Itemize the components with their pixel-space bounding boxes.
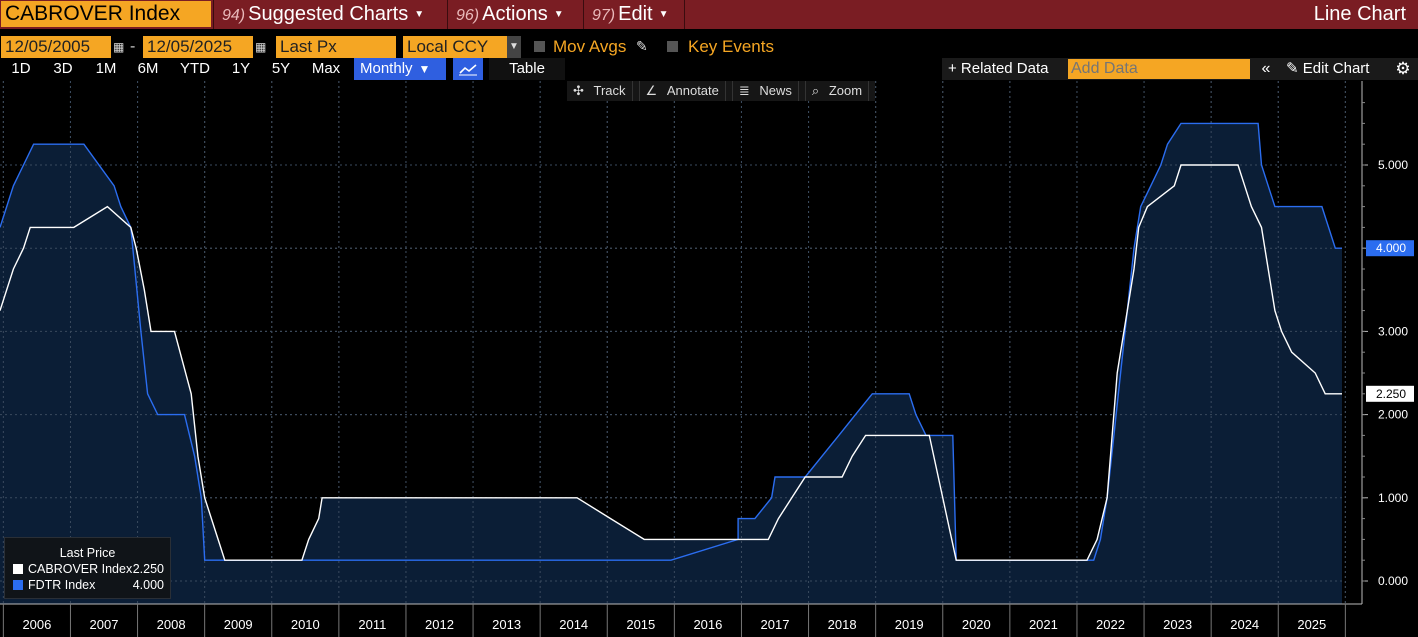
range-1y-button[interactable]: 1Y xyxy=(224,58,258,80)
related-data-button[interactable]: + Related Data xyxy=(944,58,1060,80)
gear-icon[interactable]: ⚙ xyxy=(1390,58,1416,80)
x-tick-label: 2020 xyxy=(962,617,991,632)
pencil-icon[interactable]: ✎ xyxy=(636,38,648,54)
edit-menu[interactable]: 97) Edit ▼ xyxy=(583,0,685,29)
collapse-icon[interactable]: « xyxy=(1254,58,1278,80)
line-chart[interactable]: 0.000 1.000 2.000 3.000 4.000 5.000 4.000 2.250… xyxy=(0,81,1418,637)
table-button[interactable]: Table xyxy=(489,58,565,80)
currency-selector[interactable]: Local CCY xyxy=(403,36,507,58)
y-tick-label: 5.000 xyxy=(1378,158,1408,172)
range-1m-button[interactable]: 1M xyxy=(88,58,124,80)
x-tick-label: 2012 xyxy=(425,617,454,632)
x-tick-label: 2019 xyxy=(895,617,924,632)
caret-down-icon: ▼ xyxy=(553,8,564,20)
edit-chart-button[interactable]: ✎ Edit Chart xyxy=(1282,58,1386,80)
x-tick-label: 2015 xyxy=(626,617,655,632)
mov-avgs-checkbox[interactable] xyxy=(534,41,545,52)
caret-down-icon: ▼ xyxy=(658,8,669,20)
x-tick-label: 2008 xyxy=(157,617,186,632)
legend-series-value: 2.250 xyxy=(132,562,164,576)
fdtr-series-line xyxy=(0,122,1342,561)
range-5y-button[interactable]: 5Y xyxy=(264,58,298,80)
menu-label: Edit xyxy=(618,3,653,25)
x-tick-label: 2006 xyxy=(22,617,51,632)
cabrover-last-value-tag xyxy=(1366,385,1414,402)
suggested-charts-menu[interactable]: 94) Suggested Charts ▼ xyxy=(213,0,446,29)
x-tick-label: 2009 xyxy=(224,617,253,632)
calendar-icon[interactable]: ▦ xyxy=(113,40,125,54)
x-tick-label: 2007 xyxy=(90,617,119,632)
range-ytd-button[interactable]: YTD xyxy=(172,58,218,80)
x-tick-label: 2017 xyxy=(761,617,790,632)
legend-title: Last Price xyxy=(59,546,116,560)
menu-number: 96) xyxy=(456,7,480,24)
calendar-icon[interactable]: ▦ xyxy=(255,40,267,54)
cabrover-last-value-label: 2.250 xyxy=(1376,387,1406,401)
legend-series-name: CABROVER Index xyxy=(28,562,133,576)
x-tick-label: 2025 xyxy=(1297,617,1326,632)
caret-down-icon: ▼ xyxy=(418,62,431,76)
legend-swatch-blue xyxy=(13,580,23,590)
x-tick-label: 2014 xyxy=(559,617,588,632)
title-bar xyxy=(0,0,1418,29)
period-selector[interactable]: Monthly ▼ xyxy=(354,58,446,80)
actions-menu[interactable]: 96) Actions ▼ xyxy=(447,0,582,29)
fdtr-last-value-tag xyxy=(1366,240,1414,257)
field-selector[interactable]: Last Px xyxy=(276,36,396,58)
chart-tools-bar: ✣ Track ∠ Annotate ≣ News ⌕ Zoom xyxy=(567,81,876,101)
annotate-tool[interactable]: ∠ Annotate xyxy=(640,81,733,101)
caret-down-icon: ▼ xyxy=(414,8,425,20)
zoom-tool[interactable]: ⌕ Zoom xyxy=(806,81,875,101)
menu-number: 94) xyxy=(222,7,246,24)
range-1d-button[interactable]: 1D xyxy=(4,58,38,80)
key-events-label: Key Events xyxy=(688,37,774,56)
menu-label: Actions xyxy=(482,3,548,25)
add-data-input[interactable] xyxy=(1068,59,1250,79)
y-tick-label: 2.000 xyxy=(1378,408,1408,422)
fdtr-last-value-label: 4.000 xyxy=(1376,241,1406,255)
currency-dropdown-icon[interactable]: ▼ xyxy=(507,36,521,58)
start-date-input[interactable]: 12/05/2005 xyxy=(1,36,111,58)
chart-type-label: Line Chart xyxy=(1313,3,1406,25)
range-3d-button[interactable]: 3D xyxy=(44,58,82,80)
line-chart-icon xyxy=(459,64,477,76)
period-label: Monthly xyxy=(360,60,413,77)
y-tick-label: 3.000 xyxy=(1378,324,1408,338)
legend-swatch-white xyxy=(13,564,23,574)
y-tick-label: 1.000 xyxy=(1378,491,1408,505)
x-tick-label: 2021 xyxy=(1029,617,1058,632)
edit-chart-label: Edit Chart xyxy=(1302,60,1370,77)
legend-series-name: FDTR Index xyxy=(28,578,96,592)
legend-item-fdtr[interactable]: FDTR Index 4.000 xyxy=(5,577,170,593)
x-tick-label: 2013 xyxy=(492,617,521,632)
x-tick-label: 2023 xyxy=(1163,617,1192,632)
range-6m-button[interactable]: 6M xyxy=(130,58,166,80)
x-tick-label: 2011 xyxy=(358,617,386,632)
legend: Last Price CABROVER Index 2.250 FDTR Ind… xyxy=(4,537,171,599)
key-events-checkbox[interactable] xyxy=(667,41,678,52)
news-tool[interactable]: ≣ News xyxy=(733,81,806,101)
range-max-button[interactable]: Max xyxy=(304,58,348,80)
menu-number: 97) xyxy=(592,7,616,24)
legend-item-cabrover[interactable]: CABROVER Index 2.250 xyxy=(5,561,170,577)
menu-label: Suggested Charts xyxy=(248,3,409,25)
y-tick-label: 0.000 xyxy=(1378,574,1408,588)
x-tick-label: 2018 xyxy=(828,617,857,632)
track-tool[interactable]: ✣ Track xyxy=(567,81,640,101)
date-separator: - xyxy=(130,38,136,55)
x-tick-label: 2022 xyxy=(1096,617,1125,632)
x-tick-label: 2010 xyxy=(291,617,320,632)
line-chart-toggle-icon[interactable] xyxy=(453,58,483,80)
end-date-input[interactable]: 12/05/2025 xyxy=(143,36,253,58)
legend-series-value: 4.000 xyxy=(132,578,164,592)
x-tick-label: 2024 xyxy=(1230,617,1259,632)
ticker-field[interactable]: CABROVER Index xyxy=(1,1,211,27)
cabrover-series-line xyxy=(0,164,1342,561)
mov-avgs-label: Mov Avgs xyxy=(553,37,627,56)
pencil-icon: ✎ xyxy=(1286,60,1299,77)
fdtr-area xyxy=(0,123,1342,605)
x-tick-label: 2016 xyxy=(693,617,722,632)
